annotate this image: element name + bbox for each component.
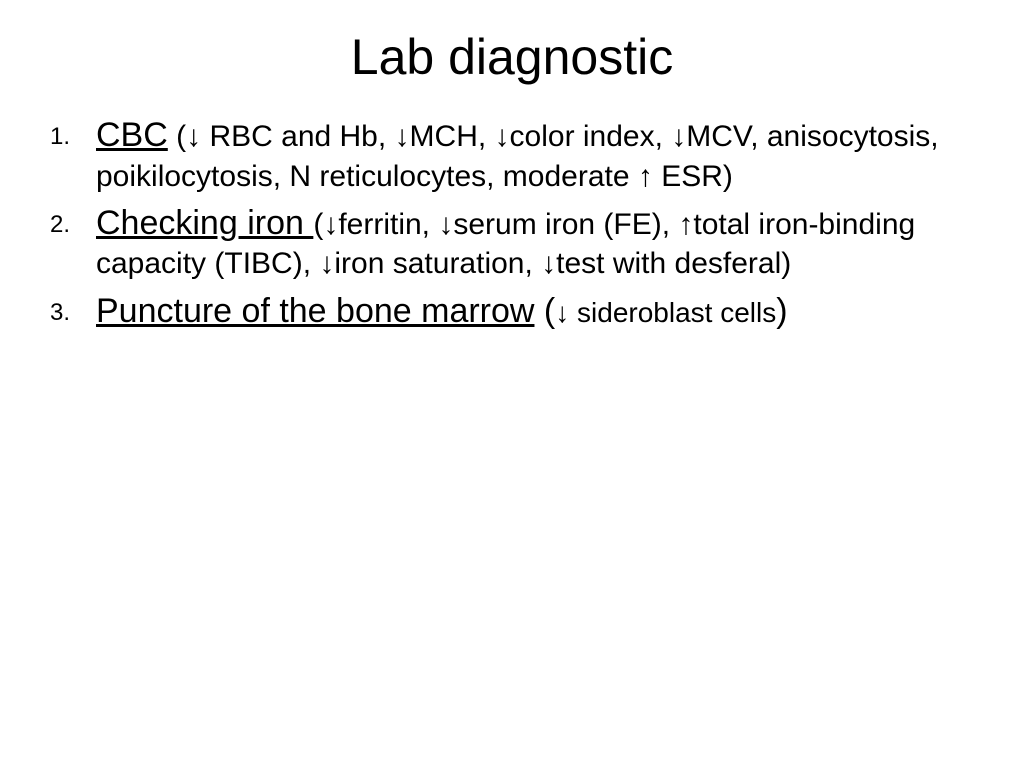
item-heading: Checking iron: [96, 204, 313, 242]
slide: Lab diagnostic CBC (↓ RBC and Hb, ↓MCH, …: [0, 0, 1024, 768]
item-body-inner: ↓ sideroblast cells: [555, 297, 776, 328]
item-body-suffix: ): [776, 292, 787, 330]
numbered-list: CBC (↓ RBC and Hb, ↓MCH, ↓color index, ↓…: [40, 114, 984, 333]
item-body: (↓ RBC and Hb, ↓MCH, ↓color index, ↓MCV,…: [96, 120, 939, 193]
list-item-1: CBC (↓ RBC and Hb, ↓MCH, ↓color index, ↓…: [96, 114, 984, 196]
list-item-3: Puncture of the bone marrow (↓ siderobla…: [96, 290, 984, 334]
slide-title: Lab diagnostic: [40, 28, 984, 86]
item-body-prefix: (: [534, 292, 555, 330]
item-heading: Puncture of the bone marrow: [96, 292, 534, 330]
list-item-text: Checking iron (↓ferritin, ↓serum iron (F…: [96, 202, 984, 284]
item-heading: CBC: [96, 116, 168, 154]
list-item-text: CBC (↓ RBC and Hb, ↓MCH, ↓color index, ↓…: [96, 114, 984, 196]
list-item-text: Puncture of the bone marrow (↓ siderobla…: [96, 290, 984, 334]
list-item-2: Checking iron (↓ferritin, ↓serum iron (F…: [96, 202, 984, 284]
